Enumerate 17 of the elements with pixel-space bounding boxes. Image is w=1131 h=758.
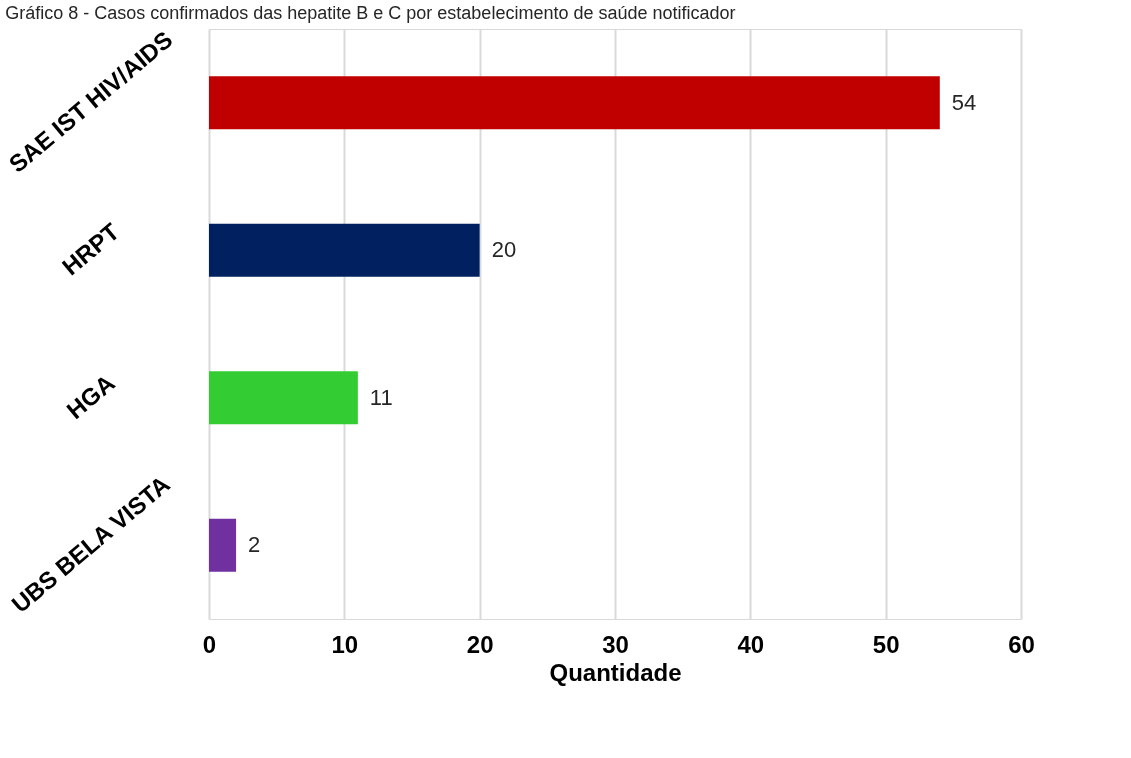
x-tick-label: 60	[1008, 630, 1035, 658]
data-label: 11	[369, 384, 393, 410]
x-tick-label: 30	[602, 630, 629, 658]
x-tick-label: 10	[331, 630, 359, 658]
bar	[209, 371, 358, 425]
bar	[209, 518, 237, 572]
data-label: 54	[951, 89, 977, 115]
bar	[209, 76, 940, 130]
chart-title: Gráfico 8 - Casos confirmados das hepatite B e C por estabelecimento de saúde notificador	[5, 3, 736, 24]
data-label: 20	[491, 237, 517, 263]
x-tick-label: 50	[872, 630, 900, 658]
bar	[209, 223, 480, 277]
x-tick-label: 20	[466, 630, 494, 658]
x-tick-label: 40	[737, 630, 765, 658]
data-label: 2	[248, 532, 261, 558]
x-tick-label: 0	[202, 630, 217, 658]
x-axis-title: Quantidade	[549, 658, 682, 686]
